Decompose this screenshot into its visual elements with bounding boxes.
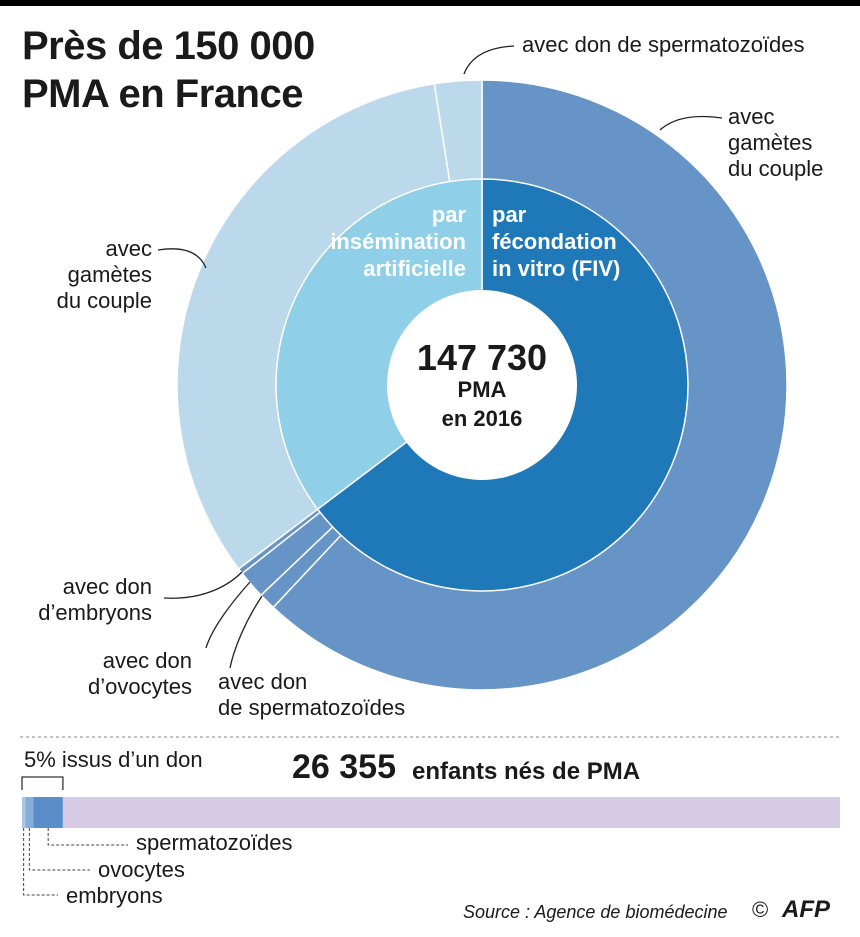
outer-label-fiv-couple-line-2: du couple bbox=[728, 156, 823, 181]
afp-logo: AFP bbox=[781, 896, 831, 923]
afp-logo-text: AFP bbox=[781, 896, 831, 923]
title-line-2: PMA en France bbox=[22, 72, 303, 116]
births-segment-2 bbox=[33, 797, 63, 828]
donation-label: 5% issus d’un don bbox=[24, 747, 203, 772]
top-bar bbox=[0, 0, 860, 6]
outer-label-ia-couple-line-0: avec bbox=[106, 236, 152, 261]
births-segment-3 bbox=[62, 797, 840, 828]
births-label-embryons: embryons bbox=[66, 883, 163, 908]
inner-label-ia-line-0: par bbox=[432, 202, 467, 227]
outer-label-fiv-sperm-line-0: avec don bbox=[218, 669, 307, 694]
inner-label-ia-line-2: artificielle bbox=[363, 256, 466, 281]
births-label-ovocytes: ovocytes bbox=[98, 857, 185, 882]
outer-label-fiv-couple-line-0: avec bbox=[728, 104, 774, 129]
outer-label-ia-couple-line-2: du couple bbox=[57, 288, 152, 313]
leader-ovocytes bbox=[205, 581, 251, 649]
outer-label-ovocytes-line-1: d’ovocytes bbox=[88, 674, 192, 699]
outer-label-fiv-sperm-line-1: de spermatozoïdes bbox=[218, 695, 405, 720]
inner-label-fiv-line-1: fécondation bbox=[492, 229, 617, 254]
leader-lines bbox=[157, 45, 723, 669]
births-label-spermatozoides: spermatozoïdes bbox=[136, 830, 293, 855]
births-text: enfants nés de PMA bbox=[412, 758, 641, 785]
births-segment-0 bbox=[22, 797, 26, 828]
leader-ia-couple bbox=[157, 248, 207, 269]
outer-label-ia-couple-line-1: gamètes bbox=[68, 262, 152, 287]
callout-ovocytes bbox=[28, 828, 90, 871]
copyright-symbol: © bbox=[752, 897, 769, 922]
births-segment-1 bbox=[25, 797, 34, 828]
outer-label-embryons-line-1: d’embryons bbox=[38, 600, 152, 625]
chart-title: Près de 150 000 PMA en France bbox=[22, 22, 315, 118]
leader-fiv-sperm bbox=[229, 595, 263, 669]
births-bar bbox=[22, 797, 840, 828]
inner-label-fiv-line-2: in vitro (FIV) bbox=[492, 256, 620, 281]
center-hole bbox=[387, 290, 577, 480]
source-note: Source : Agence de biomédecine bbox=[463, 902, 728, 922]
title-line-1: Près de 150 000 bbox=[22, 24, 315, 68]
donation-bracket bbox=[21, 776, 64, 790]
births-labels: 5% issus d’un don spermatozoïdesovocytese… bbox=[21, 747, 293, 908]
leader-ia-sperm bbox=[463, 45, 515, 75]
outer-label-embryons-line-0: avec don bbox=[63, 574, 152, 599]
callout-spermatozoides bbox=[47, 828, 128, 846]
outer-label-ovocytes-line-0: avec don bbox=[103, 648, 192, 673]
inner-label-fiv-line-0: par bbox=[492, 202, 527, 227]
callout-embryons bbox=[23, 828, 58, 896]
center-total: 147 730 bbox=[417, 337, 547, 378]
births-total: 26 355 bbox=[292, 748, 396, 786]
leader-fiv-couple bbox=[659, 115, 723, 131]
center-label-2: en 2016 bbox=[442, 406, 523, 431]
outer-label-ia-sperm-line-0: avec don de spermatozoïdes bbox=[522, 32, 805, 57]
center-label-1: PMA bbox=[458, 377, 507, 402]
inner-slice-1 bbox=[275, 178, 483, 511]
leader-embryons bbox=[163, 571, 243, 599]
inner-label-ia-line-1: insémination bbox=[330, 229, 466, 254]
outer-label-fiv-couple-line-1: gamètes bbox=[728, 130, 812, 155]
